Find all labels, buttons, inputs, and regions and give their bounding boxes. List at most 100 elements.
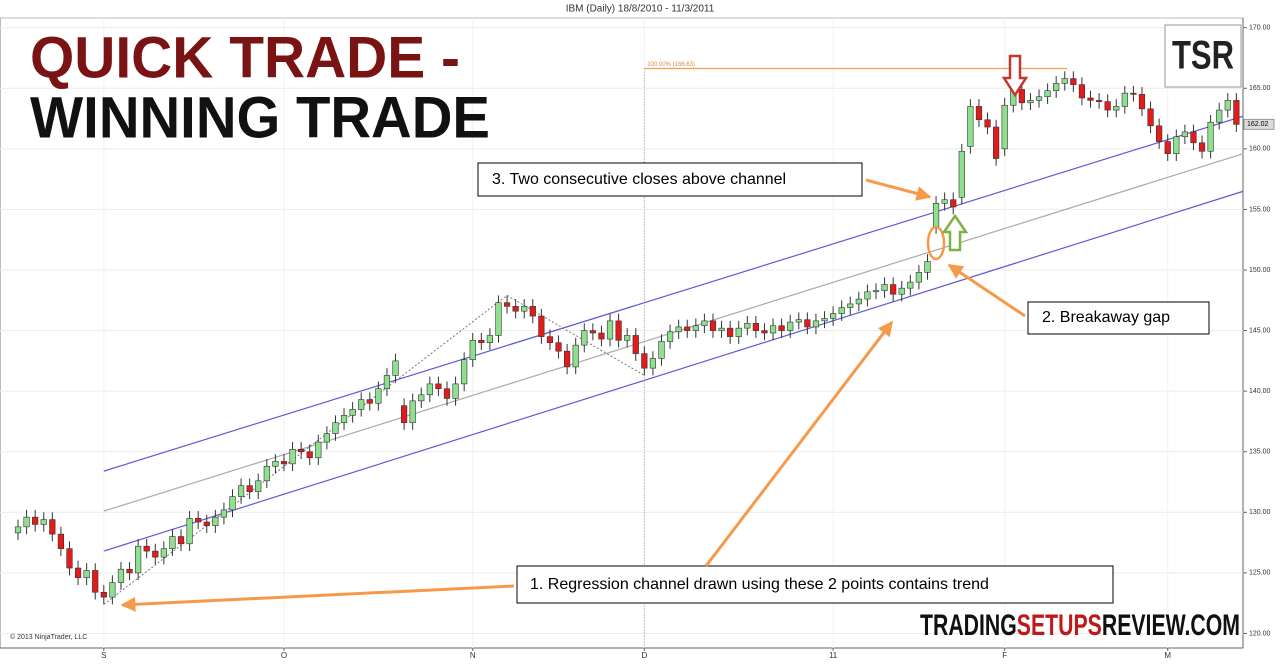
x-tick-label: M: [1164, 651, 1171, 660]
candle-body: [1053, 83, 1060, 91]
candle-body: [512, 306, 519, 312]
channel-line: [103, 115, 1244, 472]
callout-3: 3. Two consecutive closes above channel: [477, 162, 932, 201]
candle-body: [932, 203, 940, 227]
candle-body: [1095, 100, 1103, 102]
logo: TSR: [1172, 34, 1234, 78]
headline: QUICK TRADE -: [30, 25, 460, 90]
candle-body: [1018, 89, 1025, 104]
x-tick-label: 11: [829, 651, 838, 660]
candle-body: [418, 394, 425, 402]
x-tick-label: S: [101, 651, 106, 660]
y-tick-label: 120.00: [1249, 630, 1271, 637]
candle-body: [829, 313, 837, 319]
candle-body: [375, 388, 382, 404]
candle-body: [821, 318, 828, 322]
arrow: [704, 320, 894, 567]
candle-body: [237, 485, 245, 497]
logo-box: [1164, 24, 1242, 88]
arrow: [120, 584, 515, 612]
candle-body: [787, 321, 794, 331]
candle-body: [684, 326, 691, 331]
candle-body: [804, 319, 811, 328]
candle-body: [1173, 136, 1180, 154]
candle-body: [83, 570, 90, 579]
candle-body: [109, 582, 116, 598]
candle-body: [246, 485, 253, 493]
candle-body: [521, 306, 528, 312]
candle-body: [126, 568, 133, 574]
candle-body: [1156, 125, 1163, 142]
candle-body: [632, 335, 639, 354]
candle-body: [872, 290, 880, 293]
candle-body: [1027, 100, 1034, 104]
y-tick-label: 150.00: [1249, 267, 1271, 274]
candle-body: [255, 480, 262, 493]
down-arrow: [1001, 54, 1029, 98]
y-tick-label: 155.00: [1249, 206, 1271, 213]
candle-body: [49, 519, 56, 535]
callout-box: [1027, 301, 1210, 335]
y-tick-label: 145.00: [1249, 327, 1271, 334]
site-part: TRADING: [920, 609, 1017, 642]
candle-body: [435, 383, 442, 390]
candle-body: [66, 548, 73, 569]
candle-body: [57, 533, 64, 549]
candle-body: [426, 383, 433, 396]
callout-text: 1. Regression channel drawn using these …: [530, 576, 989, 593]
candle-body: [641, 353, 648, 369]
candle-body: [220, 509, 228, 518]
candle-body: [349, 409, 356, 416]
candle-body: [495, 302, 502, 336]
candle-body: [1216, 109, 1223, 123]
candle-body: [92, 570, 99, 593]
candle-body: [564, 350, 571, 368]
candle-body: [915, 272, 922, 283]
candle-body: [752, 323, 759, 331]
candle-body: [323, 433, 330, 443]
candle-body: [212, 516, 219, 526]
candle-body: [898, 287, 905, 295]
last-price-label: 162.02: [1247, 121, 1269, 128]
candle-body: [486, 335, 494, 343]
candle-body: [503, 302, 511, 307]
candle-body: [443, 388, 451, 399]
candle-body: [1147, 108, 1154, 127]
candle-body: [881, 284, 888, 291]
candle-body: [177, 536, 185, 545]
candle-body: [1104, 101, 1111, 111]
candle-body: [649, 358, 657, 369]
candle-body: [400, 405, 408, 423]
x-tick-label: N: [470, 651, 476, 660]
plot-area: 120.00 125.00 130.00 135.00 140.00 145.00 150.…: [0, 17, 1275, 660]
candle-body: [1207, 121, 1214, 152]
candle-body: [1044, 90, 1051, 98]
candle-body: [40, 519, 47, 525]
candle-body: [263, 465, 270, 482]
candle-body: [761, 330, 768, 334]
callout-box: [516, 565, 1114, 604]
candle-body: [280, 461, 288, 465]
candle-body: [409, 400, 416, 423]
candle-body: [1070, 78, 1077, 85]
candle-body: [538, 315, 545, 337]
y-tick-label: 170.00: [1249, 25, 1271, 32]
candle-body: [452, 383, 459, 399]
y-tick-label: 165.00: [1249, 85, 1271, 92]
candle-body: [1190, 131, 1197, 144]
candle-body: [624, 335, 631, 341]
candle-body: [332, 422, 339, 434]
candle-body: [993, 126, 1000, 159]
candle-body: [143, 545, 150, 552]
x-tick-label: D: [641, 651, 647, 660]
candle-body: [461, 359, 468, 385]
zigzag-line: [103, 294, 645, 605]
callout-1: 1. Regression channel drawn using these …: [120, 320, 1114, 612]
candle-body: [658, 341, 665, 359]
candle-body: [229, 496, 236, 511]
x-tick-label: O: [281, 651, 287, 660]
candle-body: [1138, 94, 1146, 110]
candle-body: [838, 307, 845, 314]
candle-body: [975, 106, 983, 121]
candle-body: [14, 526, 22, 534]
